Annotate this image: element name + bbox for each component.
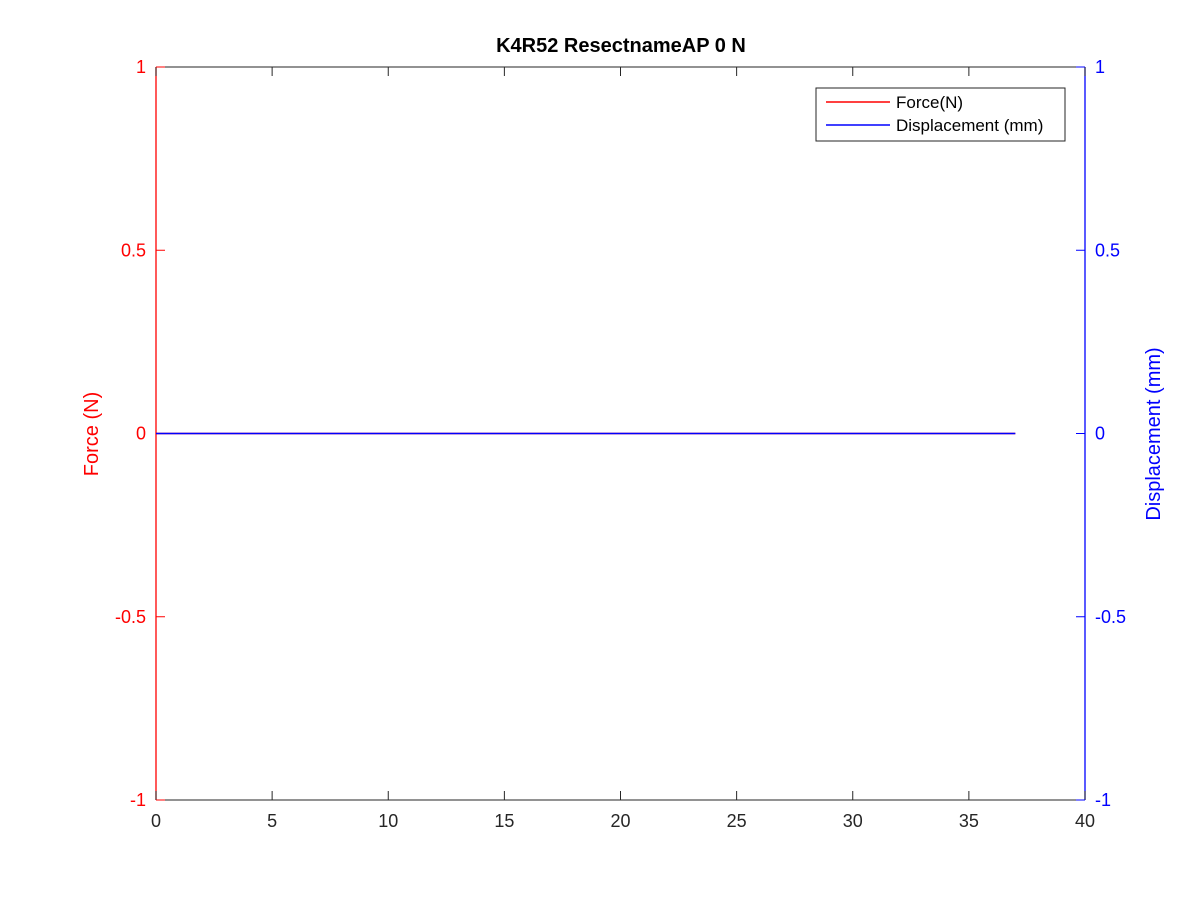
x-tick-label: 40 (1075, 811, 1095, 831)
left-y-tick-label: 0 (136, 424, 146, 444)
x-tick-label: 30 (843, 811, 863, 831)
right-y-tick-label: 1 (1095, 57, 1105, 77)
x-tick-label: 20 (610, 811, 630, 831)
x-tick-label: 0 (151, 811, 161, 831)
plot-area: 0 5 10 15 20 25 30 35 40-1-0.500.51-1-0.500.51 (115, 57, 1126, 831)
x-tick-label: 25 (727, 811, 747, 831)
legend-label: Displacement (mm) (896, 116, 1043, 135)
chart-title: K4R52 ResectnameAP 0 N (496, 35, 746, 57)
right-y-tick-label: -0.5 (1095, 607, 1126, 627)
right-axis-label: Displacement (mm) (1143, 347, 1165, 520)
left-y-tick-label: 1 (136, 57, 146, 77)
x-tick-label: 10 (378, 811, 398, 831)
legend-label: Force(N) (896, 93, 963, 112)
left-y-tick-label: -0.5 (115, 607, 146, 627)
left-y-tick-label: -1 (130, 790, 146, 810)
x-tick-label: 15 (494, 811, 514, 831)
legend-box (815, 87, 1066, 142)
x-tick-label: 35 (959, 811, 979, 831)
left-axis-label: Force (N) (81, 392, 103, 476)
x-tick-label: 5 (267, 811, 277, 831)
right-y-tick-label: 0 (1095, 424, 1105, 444)
legend: Force(N) Displacement (mm) (815, 87, 1066, 142)
left-y-tick-label: 0.5 (121, 240, 146, 260)
right-y-tick-label: 0.5 (1095, 240, 1120, 260)
right-y-tick-label: -1 (1095, 790, 1111, 810)
